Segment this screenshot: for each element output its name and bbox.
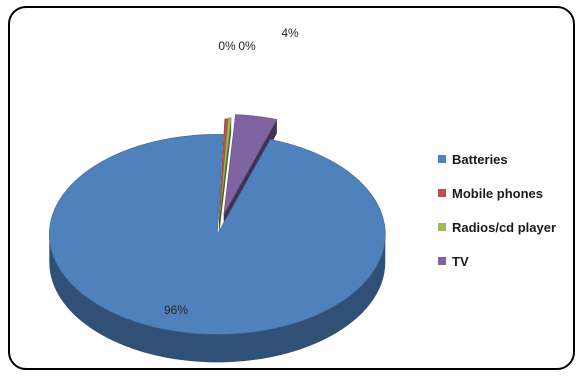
pie-slice-batteries (48, 134, 386, 335)
data-label-mobile-phones: 0% (218, 39, 236, 53)
pie-top-layer (48, 114, 386, 335)
legend-label-batteries: Batteries (452, 151, 508, 167)
legend-label-tv: TV (452, 253, 469, 269)
legend-item-batteries: Batteries (438, 150, 578, 168)
legend-item-mobile-phones: Mobile phones (438, 184, 578, 202)
legend-item-radios-cd-player: Radios/cd player (438, 218, 578, 236)
data-label-radios-cd-player: 0% (238, 39, 256, 53)
pie-data-labels: 96% 0% 0% 4% (164, 26, 299, 317)
chart-legend: Batteries Mobile phones Radios/cd player… (438, 150, 578, 286)
legend-swatch-batteries (438, 155, 446, 163)
legend-label-mobile-phones: Mobile phones (452, 185, 543, 201)
pie-slice-tv (223, 114, 278, 215)
legend-swatch-tv (438, 257, 446, 265)
legend-swatch-radios-cd-player (438, 223, 446, 231)
pie-side-batteries (49, 234, 386, 363)
pie-slice-radios-cd-player (219, 117, 232, 218)
pie-slice-mobile-phones (218, 118, 229, 219)
data-label-tv: 4% (281, 26, 299, 40)
data-label-batteries: 96% (164, 303, 188, 317)
pie-wall-radios-cd-player-1 (219, 117, 232, 232)
legend-label-radios-cd-player: Radios/cd player (452, 219, 557, 235)
legend-item-tv: TV (438, 252, 578, 270)
legend-swatch-mobile-phones (438, 189, 446, 197)
